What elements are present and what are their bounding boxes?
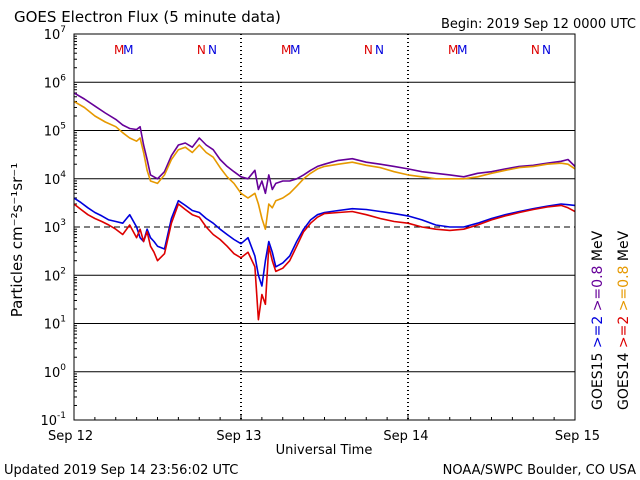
y-tick-label: 103 <box>44 218 66 236</box>
legend-satellite: GOES15 <box>590 348 606 410</box>
x-tick-label: Sep 14 <box>383 429 428 444</box>
satellite-marker: N <box>531 43 540 57</box>
series-goes14-2-mev <box>74 203 575 321</box>
y-tick-label: 107 <box>44 25 66 43</box>
series-goes14-0-8-mev <box>74 100 575 230</box>
grid-lines <box>73 34 576 420</box>
source-credit: NOAA/SWPC Boulder, CO USA <box>443 463 636 478</box>
legend-item: MeV <box>616 230 632 261</box>
series-goes15-2-mev <box>74 197 575 287</box>
satellite-marker: N <box>208 43 217 57</box>
plot-frame <box>73 33 576 421</box>
series-goes15-0-8-mev <box>74 92 575 195</box>
satellite-marker: N <box>375 43 384 57</box>
y-tick-label: 10-1 <box>40 411 66 429</box>
y-tick-label: 102 <box>44 266 66 284</box>
satellite-marker: M <box>281 43 291 57</box>
x-tick-label: Sep 15 <box>555 429 600 444</box>
x-axis-title: Universal Time <box>276 443 373 458</box>
x-tick-label: Sep 12 <box>48 429 93 444</box>
legend-group-goes15: GOES15 >=2 >=0.8 MeV <box>590 230 606 410</box>
satellite-marker: M <box>123 43 133 57</box>
satellite-marker: N <box>364 43 373 57</box>
legend: GOES15 >=2 >=0.8 MeV GOES14 >=2 >=0.8 Me… <box>590 230 632 410</box>
series-lines <box>74 92 575 321</box>
satellite-marker: M <box>114 43 124 57</box>
satellite-marker: M <box>448 43 458 57</box>
updated-timestamp: Updated 2019 Sep 14 23:56:02 UTC <box>4 463 238 478</box>
satellite-marker: M <box>457 43 467 57</box>
legend-satellite: GOES14 <box>616 348 632 410</box>
begin-time-label: Begin: 2019 Sep 12 0000 UTC <box>441 17 636 32</box>
y-tick-label: 104 <box>44 170 67 188</box>
legend-item: MeV <box>590 230 606 261</box>
satellite-markers: MM N N MM N N MM N N <box>114 43 551 57</box>
legend-item: >=0.8 <box>616 261 632 311</box>
y-tick-label: 100 <box>44 363 67 381</box>
y-axis-title: Particles cm⁻²s⁻¹sr⁻¹ <box>8 163 26 317</box>
satellite-marker: N <box>197 43 206 57</box>
legend-item: >=2 <box>590 311 606 348</box>
x-tick-labels: Sep 12 Sep 13 Sep 14 Sep 15 <box>48 429 600 444</box>
chart-title: GOES Electron Flux (5 minute data) <box>14 8 281 26</box>
legend-item: >=2 <box>616 311 632 348</box>
x-tick-label: Sep 13 <box>216 429 261 444</box>
y-tick-labels: 107 106 105 104 103 102 101 100 10-1 <box>40 25 66 429</box>
satellite-marker: M <box>290 43 300 57</box>
y-tick-label: 105 <box>44 122 66 140</box>
y-tick-label: 106 <box>44 73 67 91</box>
satellite-marker: N <box>542 43 551 57</box>
legend-item: >=0.8 <box>590 261 606 311</box>
y-tick-label: 101 <box>44 315 66 333</box>
legend-group-goes14: GOES14 >=2 >=0.8 MeV <box>616 230 632 410</box>
